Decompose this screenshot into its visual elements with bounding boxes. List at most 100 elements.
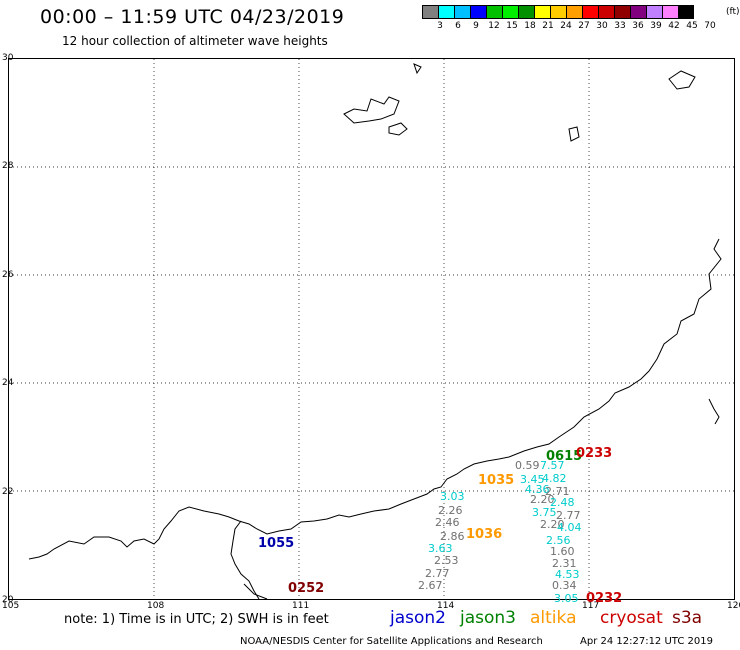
pass-time-label: 0233	[576, 446, 613, 461]
wave-height-value: 1.60	[550, 545, 575, 558]
wave-height-value: 0.34	[552, 579, 577, 592]
legend-item-cryosat: cryosat	[600, 608, 663, 628]
island-a	[343, 96, 400, 124]
wave-height-value: 2.56	[546, 534, 571, 547]
wave-height-value: 2.77	[425, 567, 450, 580]
legend-item-altika: altika	[530, 608, 577, 628]
scale-label: 36	[632, 21, 644, 31]
color-scale-unit: (ft)	[726, 7, 740, 17]
wave-height-value: 2.86	[440, 530, 465, 543]
scale-swatch	[662, 5, 678, 19]
wave-height-value: 2.77	[556, 509, 581, 522]
wave-height-value: 3.45	[520, 473, 545, 486]
wave-height-value: 0.59	[515, 459, 540, 472]
latitude-label: 30	[2, 53, 14, 63]
color-scale-swatches	[422, 5, 694, 19]
scale-label: 45	[686, 21, 698, 31]
wave-height-value: 3.03	[440, 490, 465, 503]
legend-item-jason3: jason3	[460, 608, 516, 628]
scale-label: 6	[455, 21, 461, 31]
scale-swatch	[646, 5, 662, 19]
leizhou-peninsula	[230, 520, 260, 600]
longitude-label: 114	[437, 601, 455, 611]
wave-height-value: 2.46	[435, 516, 460, 529]
longitude-label: 105	[2, 601, 20, 611]
scale-swatch	[550, 5, 566, 19]
scale-label: 18	[524, 21, 536, 31]
scale-swatch	[470, 5, 486, 19]
wave-height-value: 4.82	[542, 472, 567, 485]
hainan-island	[243, 583, 268, 600]
latitude-label: 28	[2, 161, 14, 172]
wave-height-value: 4.53	[555, 568, 580, 581]
scale-swatch	[678, 5, 694, 19]
scale-swatch	[454, 5, 470, 19]
longitude-label: 111	[292, 601, 310, 611]
scale-label: 9	[473, 21, 479, 31]
wave-height-value: 2.20	[530, 493, 555, 506]
footnote: note: 1) Time is in UTC; 2) SWH is in fe…	[64, 612, 329, 627]
island-b	[388, 122, 408, 136]
map-title: 00:00 – 11:59 UTC 04/23/2019	[40, 6, 345, 28]
wave-height-value: 3.63	[428, 542, 453, 555]
scale-swatch	[566, 5, 582, 19]
scale-label: 70	[704, 21, 716, 31]
map-canvas	[9, 59, 734, 600]
latitude-label: 24	[2, 378, 14, 389]
scale-swatch	[534, 5, 550, 19]
island-d	[568, 126, 580, 142]
wave-height-value: 3.05	[554, 592, 579, 605]
pass-time-label: 1036	[466, 527, 503, 542]
island-e	[413, 63, 422, 75]
scale-label: 39	[650, 21, 662, 31]
wave-height-value: 3.75	[532, 506, 557, 519]
scale-label: 15	[506, 21, 518, 31]
scale-label: 27	[578, 21, 590, 31]
pass-time-label: 1035	[478, 473, 515, 488]
wave-height-value: 2.53	[434, 554, 459, 567]
legend-item-jason2: jason2	[390, 608, 446, 628]
pass-time-label: 0232	[586, 591, 623, 606]
scale-swatch	[486, 5, 502, 19]
scale-label: 42	[668, 21, 680, 31]
color-scale-labels: 3 6 9 12 15 18 21 24 27 30 33 36 39 42 45 70	[422, 19, 716, 33]
wave-height-value: 4.04	[557, 521, 582, 534]
longitude-label: 108	[147, 601, 165, 611]
taiwan-fragment	[708, 398, 720, 425]
wave-height-value: 2.71	[545, 485, 570, 498]
latitude-label: 20	[2, 595, 14, 605]
legend-item-s3a: s3a	[672, 608, 703, 628]
wave-height-value: 2.67	[418, 579, 443, 592]
wave-height-value: 2.26	[438, 504, 463, 517]
scale-label: 30	[596, 21, 608, 31]
pass-time-label: 0252	[288, 581, 325, 596]
scale-swatch	[438, 5, 454, 19]
scale-label: 3	[437, 21, 443, 31]
scale-label: 12	[488, 21, 500, 31]
pass-time-label: 1055	[258, 536, 295, 551]
scale-swatch	[502, 5, 518, 19]
island-c	[668, 70, 696, 90]
scale-label: 24	[560, 21, 572, 31]
latitude-label: 26	[2, 269, 14, 280]
wave-height-value: 7.57	[540, 459, 565, 472]
generated-timestamp: Apr 24 12:27:12 UTC 2019	[580, 636, 713, 647]
coastline	[28, 63, 722, 600]
scale-label: 33	[614, 21, 626, 31]
wave-height-value: 2.48	[550, 496, 575, 509]
scale-swatch	[518, 5, 534, 19]
scale-swatch	[614, 5, 630, 19]
graticule	[9, 59, 734, 599]
map-subtitle: 12 hour collection of altimeter wave hei…	[62, 34, 328, 48]
map-frame	[8, 58, 735, 600]
credit-line: NOAA/NESDIS Center for Satellite Applica…	[240, 636, 543, 647]
longitude-label: 117	[582, 601, 600, 611]
latitude-label: 22	[2, 486, 14, 497]
scale-swatch	[582, 5, 598, 19]
color-scale: 3 6 9 12 15 18 21 24 27 30 33 36 39 42 45 70 (ft)	[422, 5, 740, 33]
pass-time-label: 0615	[546, 449, 583, 464]
wave-height-value: 2.20	[540, 518, 565, 531]
wave-height-value: 4.36	[525, 483, 550, 496]
longitude-label: 120	[727, 601, 740, 611]
wave-height-value: 2.31	[552, 557, 577, 570]
